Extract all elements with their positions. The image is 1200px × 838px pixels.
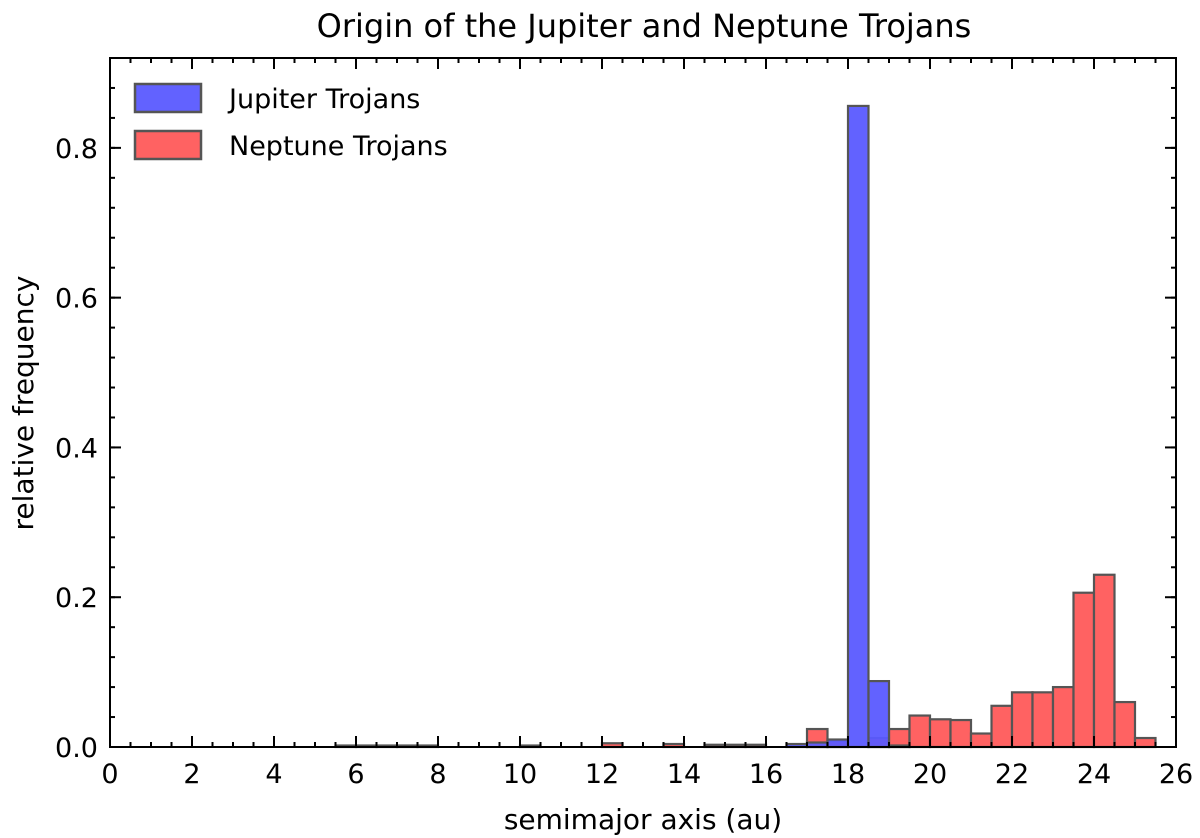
neptune-bar <box>1133 736 1157 749</box>
neptune-bar <box>1010 691 1034 749</box>
neptune-bar <box>887 727 911 749</box>
jupiter-bars <box>785 104 911 749</box>
neptune-bar <box>990 704 1014 749</box>
neptune-bar <box>1092 573 1116 749</box>
neptune-bar <box>1113 700 1137 749</box>
y-tick-label: 0.2 <box>55 583 98 614</box>
y-tick-labels: 0.0 0.2 0.4 0.6 0.8 <box>55 134 98 764</box>
x-tick-label: 22 <box>995 759 1029 790</box>
jupiter-bar <box>826 738 850 749</box>
x-tick-label: 12 <box>585 759 619 790</box>
x-tick-label: 4 <box>265 759 282 790</box>
legend-swatch-neptune <box>133 129 203 161</box>
legend: Jupiter Trojans Neptune Trojans <box>133 82 448 162</box>
neptune-bars <box>334 573 1157 749</box>
legend-label-jupiter: Jupiter Trojans <box>227 84 420 115</box>
x-tick-label: 8 <box>429 759 446 790</box>
legend-label-neptune: Neptune Trojans <box>229 131 448 162</box>
x-tick-label: 14 <box>667 759 701 790</box>
neptune-bar <box>1031 691 1055 749</box>
x-tick-labels: 0 2 4 6 8 10 12 14 16 18 20 22 24 26 <box>101 759 1193 790</box>
x-tick-label: 24 <box>1077 759 1111 790</box>
y-tick-label: 0.8 <box>55 134 98 165</box>
y-tick-label: 0.0 <box>55 733 98 764</box>
neptune-bar <box>1072 591 1096 749</box>
y-tick-label: 0.6 <box>55 284 98 315</box>
x-tick-label: 16 <box>749 759 783 790</box>
neptune-bar <box>1051 685 1075 749</box>
x-tick-label: 18 <box>831 759 865 790</box>
x-tick-label: 10 <box>503 759 537 790</box>
neptune-bar <box>949 718 973 749</box>
neptune-bar <box>908 714 932 749</box>
jupiter-bar <box>846 104 870 749</box>
x-tick-label: 0 <box>101 759 118 790</box>
x-tick-label: 6 <box>347 759 364 790</box>
legend-swatch-jupiter <box>133 82 203 114</box>
chart-title: Origin of the Jupiter and Neptune Trojan… <box>317 7 972 45</box>
x-tick-label: 20 <box>913 759 947 790</box>
neptune-bar <box>969 732 993 749</box>
x-tick-label: 2 <box>183 759 200 790</box>
axis-ticks <box>109 57 1177 748</box>
y-tick-label: 0.4 <box>55 433 98 464</box>
y-axis-label: relative frequency <box>7 276 40 531</box>
neptune-bar <box>928 718 952 749</box>
x-axis-label: semimajor axis (au) <box>504 803 782 836</box>
x-tick-label: 26 <box>1159 759 1193 790</box>
jupiter-bar <box>867 679 891 749</box>
